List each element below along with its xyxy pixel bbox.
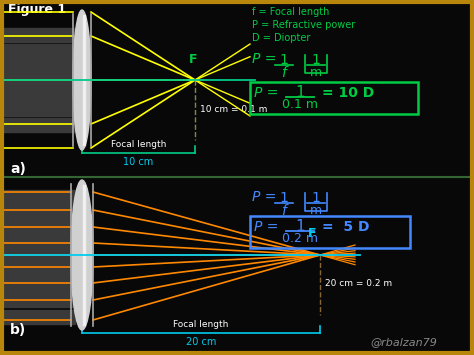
Bar: [3, 102, 75, 116]
Text: b): b): [10, 323, 26, 337]
Text: 1: 1: [295, 219, 305, 234]
Text: m: m: [310, 204, 322, 217]
Bar: [3, 118, 75, 132]
Bar: [3, 235, 75, 249]
Text: 20 cm: 20 cm: [186, 337, 216, 347]
Bar: [3, 250, 75, 264]
Text: 1: 1: [311, 191, 320, 205]
Bar: [3, 59, 75, 73]
Bar: [3, 265, 75, 279]
Text: D = Diopter: D = Diopter: [252, 33, 310, 43]
Text: 10 cm: 10 cm: [123, 157, 154, 167]
Text: @rbalzan79: @rbalzan79: [370, 337, 437, 347]
Bar: [3, 88, 75, 102]
Text: Figure 1: Figure 1: [8, 3, 66, 16]
Text: f: f: [282, 66, 286, 80]
Text: F: F: [189, 53, 197, 66]
Text: 1: 1: [311, 53, 320, 67]
Bar: [3, 28, 75, 42]
Text: =  5 D: = 5 D: [322, 220, 370, 234]
Text: a): a): [10, 162, 26, 176]
Bar: [3, 310, 75, 324]
Bar: [3, 190, 75, 204]
Text: f = Focal length: f = Focal length: [252, 7, 329, 17]
Text: Focal length: Focal length: [111, 140, 166, 149]
Text: 0.1 m: 0.1 m: [282, 98, 318, 111]
Text: 1: 1: [280, 53, 289, 67]
Text: F: F: [308, 227, 316, 240]
Text: 20 cm = 0.2 m: 20 cm = 0.2 m: [325, 279, 392, 288]
Bar: [3, 280, 75, 294]
Text: Focal length: Focal length: [173, 320, 228, 329]
Text: 1: 1: [295, 85, 305, 100]
Bar: [3, 44, 75, 58]
Bar: [3, 73, 75, 87]
Ellipse shape: [73, 10, 91, 150]
Bar: [3, 205, 75, 219]
Bar: [3, 293, 75, 307]
Text: P =: P =: [254, 86, 278, 100]
Text: 0.2 m: 0.2 m: [282, 232, 318, 245]
Text: P = Refractive power: P = Refractive power: [252, 20, 355, 30]
Text: m: m: [310, 66, 322, 79]
Text: 1: 1: [280, 191, 289, 205]
Text: = 10 D: = 10 D: [322, 86, 374, 100]
Text: P =: P =: [254, 220, 278, 234]
Bar: [250, 82, 418, 114]
Bar: [250, 216, 410, 248]
Text: P =: P =: [252, 190, 276, 204]
Text: 10 cm = 0.1 m: 10 cm = 0.1 m: [200, 105, 267, 115]
Text: f: f: [282, 204, 286, 218]
Bar: [3, 220, 75, 234]
Text: P =: P =: [252, 52, 276, 66]
Ellipse shape: [71, 180, 93, 330]
